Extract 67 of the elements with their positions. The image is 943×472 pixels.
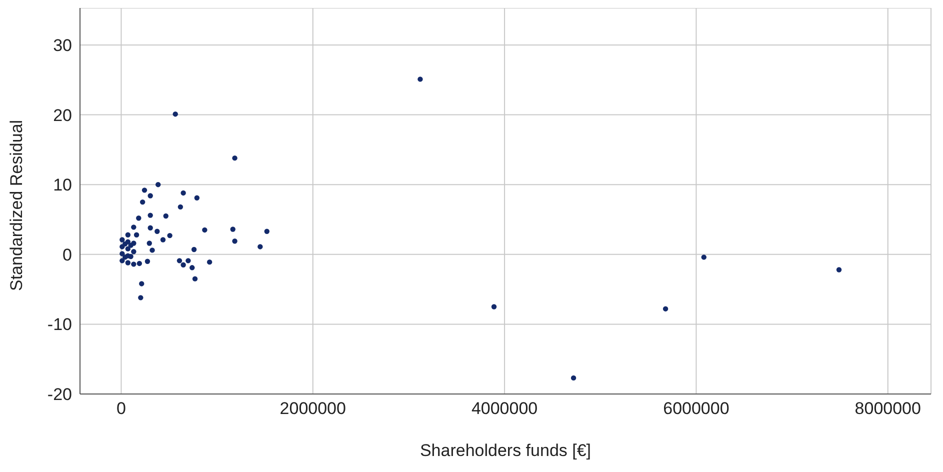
point xyxy=(232,155,238,161)
point xyxy=(180,190,186,196)
x-tick-label: 8000000 xyxy=(854,399,921,418)
point xyxy=(176,258,182,264)
point xyxy=(144,258,150,264)
point xyxy=(134,232,140,238)
point xyxy=(180,262,186,268)
point xyxy=(136,260,142,266)
point xyxy=(146,240,152,246)
point xyxy=(178,204,184,210)
point xyxy=(258,244,263,250)
point xyxy=(138,295,144,300)
y-tick-label: 0 xyxy=(62,245,72,264)
point xyxy=(131,249,136,254)
point xyxy=(139,281,144,286)
point xyxy=(122,254,128,260)
point xyxy=(662,306,668,312)
point xyxy=(131,262,136,267)
x-tick-label: 4000000 xyxy=(471,399,538,418)
point xyxy=(156,182,161,188)
point xyxy=(128,254,134,260)
x-axis-title: Shareholders funds [€] xyxy=(420,441,592,460)
point xyxy=(120,258,125,264)
point xyxy=(125,246,131,252)
point xyxy=(172,112,178,117)
point xyxy=(160,237,166,242)
point xyxy=(570,375,576,381)
point xyxy=(194,195,200,200)
point xyxy=(836,267,842,272)
point xyxy=(192,276,198,282)
point xyxy=(120,237,125,242)
point xyxy=(150,248,155,253)
point xyxy=(125,260,131,266)
point xyxy=(122,241,128,247)
point xyxy=(142,188,148,193)
point xyxy=(230,226,236,232)
x-tick-label: 0 xyxy=(116,399,126,418)
point xyxy=(418,76,423,82)
point xyxy=(232,238,238,244)
point xyxy=(701,254,706,260)
y-tick-label: 20 xyxy=(53,106,72,125)
point xyxy=(148,212,153,218)
point xyxy=(154,228,160,234)
point xyxy=(206,259,212,265)
point xyxy=(140,199,146,205)
point xyxy=(128,242,134,248)
point xyxy=(131,224,136,230)
point xyxy=(120,251,125,256)
x-tick-label: 2000000 xyxy=(280,399,346,418)
point xyxy=(148,225,153,230)
point xyxy=(148,193,153,198)
point xyxy=(190,265,195,270)
point xyxy=(136,216,142,221)
point xyxy=(163,213,168,219)
point xyxy=(191,246,197,252)
x-tick-label: 6000000 xyxy=(663,399,730,418)
y-axis-title: Standardized Residual xyxy=(7,120,26,291)
y-tick-label: -20 xyxy=(47,385,72,404)
point xyxy=(264,228,270,234)
point xyxy=(491,304,497,310)
point xyxy=(186,258,191,264)
point xyxy=(167,232,172,238)
y-tick-label: 30 xyxy=(53,36,72,56)
y-tick-label: 10 xyxy=(53,176,72,195)
point xyxy=(202,227,208,233)
y-tick-label: -10 xyxy=(47,315,72,334)
point xyxy=(125,232,131,238)
